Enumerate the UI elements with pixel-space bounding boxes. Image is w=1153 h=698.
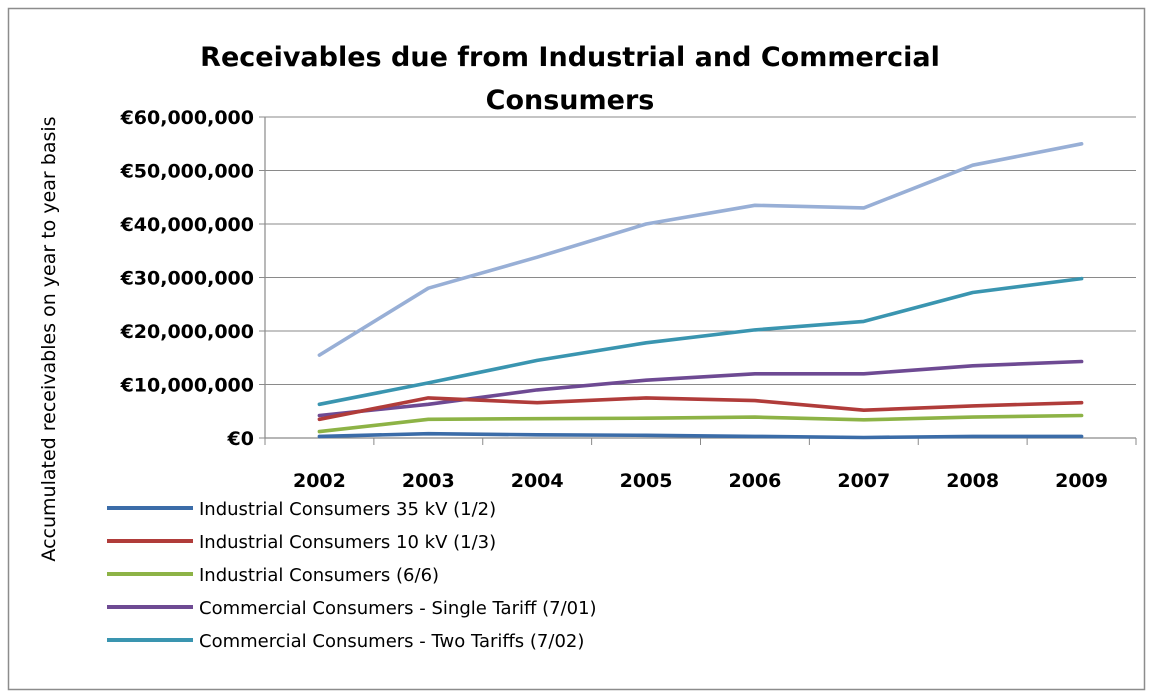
- series-line: [317, 396, 1084, 422]
- x-tick-label: 2007: [837, 470, 890, 492]
- series-line: [317, 142, 1084, 357]
- x-tick-label: 2002: [293, 470, 346, 492]
- series-line: [317, 359, 1084, 418]
- y-tick-label: €50,000,000: [120, 161, 254, 183]
- y-tick-label: €30,000,000: [120, 268, 254, 290]
- x-axis-ticks: 2002 2003 2004 2005 2006 2007 2008 2009: [293, 470, 1108, 492]
- x-tick-label: 2009: [1055, 470, 1108, 492]
- series-line: [317, 276, 1084, 407]
- y-tick-label: €40,000,000: [120, 214, 254, 236]
- series-lines: [317, 142, 1084, 440]
- legend-label: Industrial Consumers 35 kV (1/2): [199, 499, 496, 520]
- x-tick-label: 2008: [946, 470, 999, 492]
- y-tick-label: €20,000,000: [120, 321, 254, 343]
- series-line: [317, 413, 1084, 434]
- chart-title-line-2: Consumers: [486, 85, 655, 116]
- x-tick-label: 2006: [728, 470, 781, 492]
- x-tick-label: 2004: [511, 470, 564, 492]
- legend-label: Industrial Consumers (6/6): [199, 565, 439, 586]
- y-axis-label: Accumulated receivables on year to year …: [38, 116, 60, 561]
- x-tick-label: 2003: [402, 470, 455, 492]
- series-line: [317, 431, 1084, 440]
- y-tick-label: €10,000,000: [120, 375, 254, 397]
- gridlines: [265, 116, 1136, 385]
- chart-border: [7, 7, 1146, 691]
- chart-title: Receivables due from Industrial and Comm…: [200, 42, 940, 116]
- y-axis-ticks: €0 €10,000,000 €20,000,000 €30,000,000 €40,0…: [120, 107, 254, 450]
- chart-title-line-1: Receivables due from Industrial and Comm…: [200, 42, 940, 73]
- legend: Industrial Consumers 35 kV (1/2) Industri…: [107, 499, 597, 652]
- legend-label: Industrial Consumers 10 kV (1/3): [199, 532, 496, 553]
- legend-label: Commercial Consumers - Single Tariff (7/…: [199, 598, 597, 619]
- y-tick-label: €60,000,000: [120, 107, 254, 129]
- legend-label: Commercial Consumers - Two Tariffs (7/02…: [199, 631, 584, 652]
- y-tick-label: €0: [227, 428, 254, 450]
- x-tick-label: 2005: [620, 470, 673, 492]
